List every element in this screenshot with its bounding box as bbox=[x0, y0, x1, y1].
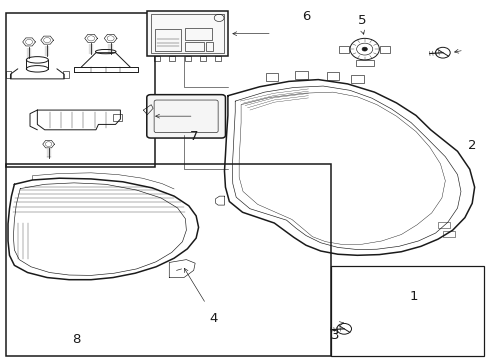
Bar bbox=[380, 45, 390, 53]
FancyBboxPatch shape bbox=[147, 95, 225, 138]
Text: 5: 5 bbox=[358, 14, 367, 27]
Text: 1: 1 bbox=[409, 290, 418, 303]
Bar bbox=[154, 56, 160, 60]
Bar bbox=[327, 72, 339, 80]
Bar bbox=[339, 45, 349, 53]
Text: 8: 8 bbox=[72, 333, 81, 346]
Circle shape bbox=[362, 47, 368, 51]
Bar bbox=[113, 114, 122, 121]
Bar bbox=[155, 30, 181, 51]
Bar bbox=[331, 266, 485, 356]
Text: 3: 3 bbox=[331, 329, 340, 342]
Bar bbox=[5, 13, 155, 167]
Bar bbox=[185, 42, 204, 51]
Text: 4: 4 bbox=[209, 311, 218, 325]
Bar bbox=[170, 56, 175, 60]
Bar bbox=[185, 56, 191, 60]
Bar bbox=[443, 231, 455, 237]
Bar bbox=[200, 56, 206, 60]
Bar bbox=[206, 42, 213, 51]
Text: 2: 2 bbox=[468, 139, 476, 152]
Bar bbox=[151, 14, 224, 53]
Bar bbox=[5, 164, 331, 356]
Bar bbox=[215, 56, 221, 60]
Bar bbox=[5, 71, 11, 78]
Text: 7: 7 bbox=[190, 130, 198, 144]
Bar bbox=[147, 12, 228, 56]
Bar bbox=[356, 60, 373, 66]
Bar bbox=[295, 71, 308, 79]
Bar bbox=[63, 71, 69, 78]
Bar bbox=[185, 28, 212, 40]
Text: 6: 6 bbox=[302, 10, 310, 23]
Bar bbox=[351, 75, 364, 83]
Bar bbox=[438, 222, 450, 228]
Bar bbox=[266, 73, 278, 81]
